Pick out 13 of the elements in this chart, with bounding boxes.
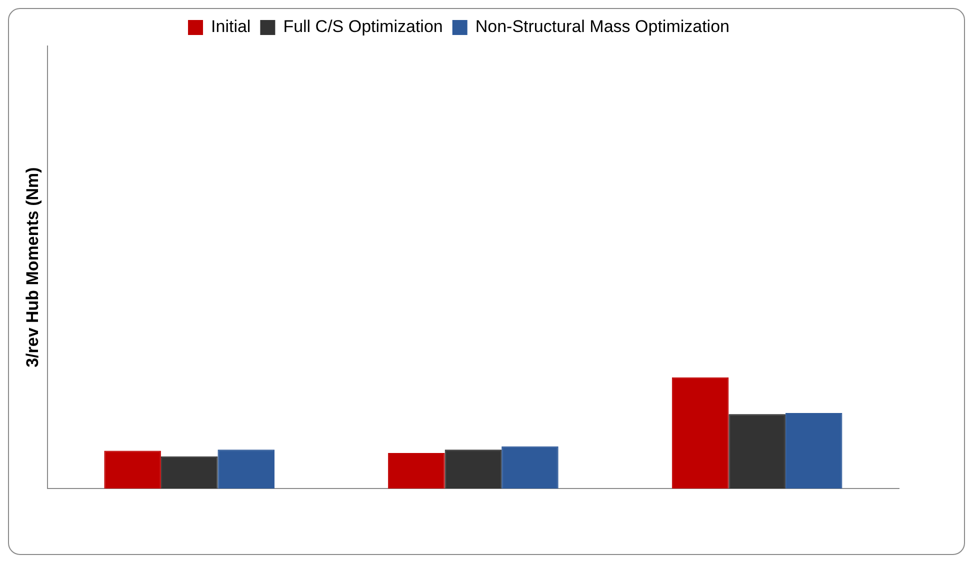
bar [672,377,729,489]
bar [785,412,842,489]
bar [444,450,502,489]
legend-label: Non-Structural Mass Optimization [475,17,730,36]
bar [728,414,786,489]
legend-label: Initial [211,17,251,36]
y-axis-title: 3/rev Hub Moments (Nm) [22,167,42,368]
bar [502,446,558,489]
bar [160,456,218,489]
legend-label: Full C/S Optimization [283,17,443,36]
bar [388,453,445,489]
bar [104,450,161,489]
bar [218,450,274,489]
